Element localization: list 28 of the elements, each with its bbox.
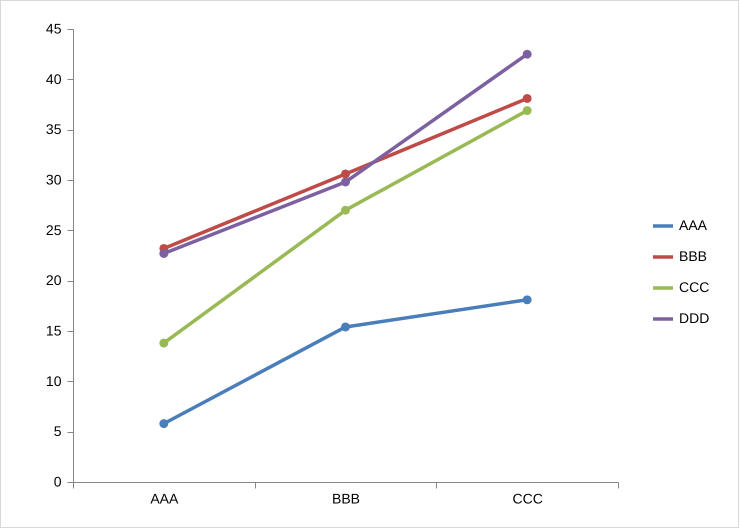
point — [522, 295, 532, 304]
legend-label: CCC — [679, 279, 710, 295]
point — [341, 178, 350, 186]
y-tick-label: 45 — [46, 20, 62, 36]
x-tick-label: CCC — [512, 490, 543, 506]
point — [522, 94, 532, 103]
y-tick-label: 20 — [46, 272, 62, 288]
x-tick-label: BBB — [332, 490, 360, 506]
y-tick-label: 30 — [46, 172, 62, 188]
y-tick-label: 0 — [54, 474, 62, 490]
legend-label: BBB — [679, 248, 708, 264]
y-tick-label: 25 — [46, 222, 62, 238]
y-tick-label: 10 — [46, 372, 62, 389]
point — [522, 50, 532, 59]
x-tick-label: AAA — [150, 490, 179, 506]
point — [341, 322, 350, 332]
legend-label: AAA — [679, 217, 708, 233]
point — [159, 419, 168, 428]
legend-label: DDD — [679, 310, 710, 326]
point — [341, 206, 350, 215]
y-tick-label: 40 — [46, 70, 62, 87]
point — [159, 249, 168, 258]
point — [341, 169, 350, 178]
y-tick-label: 15 — [46, 322, 62, 338]
y-tick-label: 35 — [46, 121, 62, 138]
point — [522, 106, 532, 116]
y-tick-label: 5 — [54, 423, 62, 440]
point — [159, 338, 168, 348]
